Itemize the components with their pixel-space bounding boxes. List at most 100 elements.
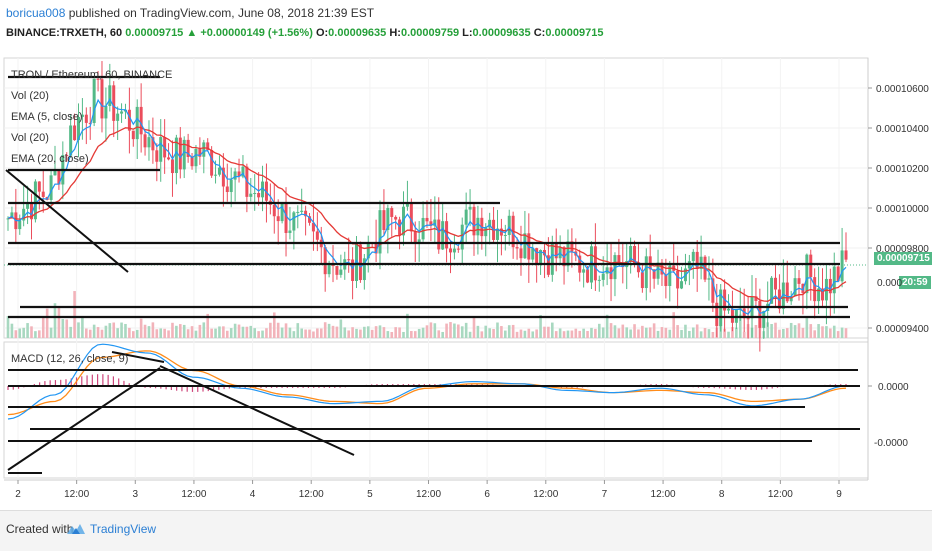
time-tick-label: 8 xyxy=(719,489,725,500)
volume-bar xyxy=(597,323,601,338)
candle xyxy=(742,308,746,319)
chart-canvas[interactable]: 0.00010600 0.00010400 0.00010200 0.00010000… xyxy=(0,0,932,510)
volume-bar xyxy=(245,326,249,338)
volume-bar xyxy=(421,327,425,338)
volume-bar xyxy=(496,322,499,338)
volume-bar xyxy=(182,324,186,338)
candle xyxy=(758,300,762,328)
volume-bar xyxy=(449,322,452,338)
legend-title[interactable]: TRON / Ethereum, 60, BINANCE xyxy=(11,69,173,81)
volume-bar xyxy=(237,324,241,338)
legend-ema-20[interactable]: EMA (20, close) xyxy=(11,153,89,165)
price-change: +0.00000149 (+1.56%) xyxy=(200,27,313,39)
volume-bar xyxy=(813,330,816,338)
drawn-trend-line xyxy=(5,169,129,273)
volume-bar xyxy=(821,326,824,338)
legend-vol-1[interactable]: Vol (20) xyxy=(11,90,49,102)
volume-bar xyxy=(359,329,362,338)
author-link[interactable]: boricua008 xyxy=(6,6,66,20)
candle xyxy=(311,222,315,232)
candle xyxy=(503,235,507,237)
candle xyxy=(202,142,206,157)
candle xyxy=(586,269,590,283)
volume-bar xyxy=(363,326,366,338)
candle xyxy=(817,288,821,302)
candle xyxy=(296,211,300,213)
volume-bar xyxy=(335,326,339,338)
volume-bar xyxy=(112,322,116,338)
volume-bar xyxy=(464,322,468,338)
volume-bar xyxy=(65,319,69,338)
candle xyxy=(108,85,112,107)
volume-bar xyxy=(554,331,558,338)
candle xyxy=(456,248,460,250)
high-label: H: xyxy=(389,27,401,39)
candle xyxy=(10,212,14,219)
candle xyxy=(836,266,840,282)
candle xyxy=(100,79,104,119)
volume-bar xyxy=(319,328,323,338)
volume-bar xyxy=(394,327,397,338)
volume-bar xyxy=(61,319,65,338)
price-tick-label: 0.00010200 xyxy=(876,164,929,175)
legend-ema-5[interactable]: EMA (5, close) xyxy=(11,111,83,123)
volume-bar xyxy=(202,322,206,338)
candle xyxy=(793,278,797,297)
volume-bar xyxy=(88,329,92,338)
volume-bar xyxy=(171,322,174,338)
candle xyxy=(797,278,801,284)
drawn-trend-line xyxy=(7,367,161,471)
tradingview-logo-icon[interactable] xyxy=(66,522,86,536)
candle xyxy=(523,233,527,259)
candle xyxy=(707,278,711,280)
candle xyxy=(6,218,10,220)
candle xyxy=(257,192,261,198)
candle xyxy=(151,137,155,151)
volume-bar xyxy=(73,291,76,338)
macd-pane-frame xyxy=(3,341,869,479)
legend-vol-2[interactable]: Vol (20) xyxy=(11,132,49,144)
volume-bar xyxy=(582,328,585,338)
candle xyxy=(676,270,680,289)
candle xyxy=(335,266,339,275)
macd-tick-label: 0.0000 xyxy=(878,382,909,393)
volume-bar xyxy=(484,325,488,338)
tradingview-brand-link[interactable]: TradingView xyxy=(90,522,157,536)
volume-bar xyxy=(731,327,734,338)
candle xyxy=(65,154,69,156)
publish-text: published on TradingView.com, June 08, 2… xyxy=(68,6,375,20)
volume-bar xyxy=(680,329,683,338)
candle xyxy=(378,210,382,254)
volume-bar xyxy=(331,325,335,338)
volume-bar xyxy=(69,326,72,338)
volume-bar xyxy=(637,329,640,338)
candle xyxy=(210,149,214,176)
open-label: O: xyxy=(315,27,329,39)
candle xyxy=(355,244,359,281)
volume-bar xyxy=(547,326,550,338)
legend-macd[interactable]: MACD (12, 26, close, 9) xyxy=(11,353,129,365)
candle xyxy=(437,219,441,250)
volume-bar xyxy=(222,326,225,338)
volume-bar xyxy=(316,328,319,338)
volume-bar xyxy=(355,328,358,338)
volume-bar xyxy=(34,331,37,338)
volume-bar xyxy=(14,330,18,338)
candle xyxy=(386,208,390,231)
volume-bar xyxy=(159,328,163,338)
macd-signal-line xyxy=(7,350,847,416)
volume-bar xyxy=(49,327,53,338)
volume-bar xyxy=(417,328,421,338)
candle xyxy=(29,203,33,220)
volume-bar xyxy=(652,323,656,338)
candle xyxy=(405,202,409,207)
volume-bar xyxy=(308,329,311,338)
volume-bar xyxy=(210,328,213,338)
last-price-tag: 0.00009715 xyxy=(874,252,932,265)
candle xyxy=(182,139,186,170)
volume-bar xyxy=(778,329,781,338)
candle xyxy=(582,269,586,273)
volume-bar xyxy=(77,322,80,338)
volume-bar xyxy=(468,331,472,338)
publish-line: boricua008 published on TradingView.com,… xyxy=(6,6,374,20)
